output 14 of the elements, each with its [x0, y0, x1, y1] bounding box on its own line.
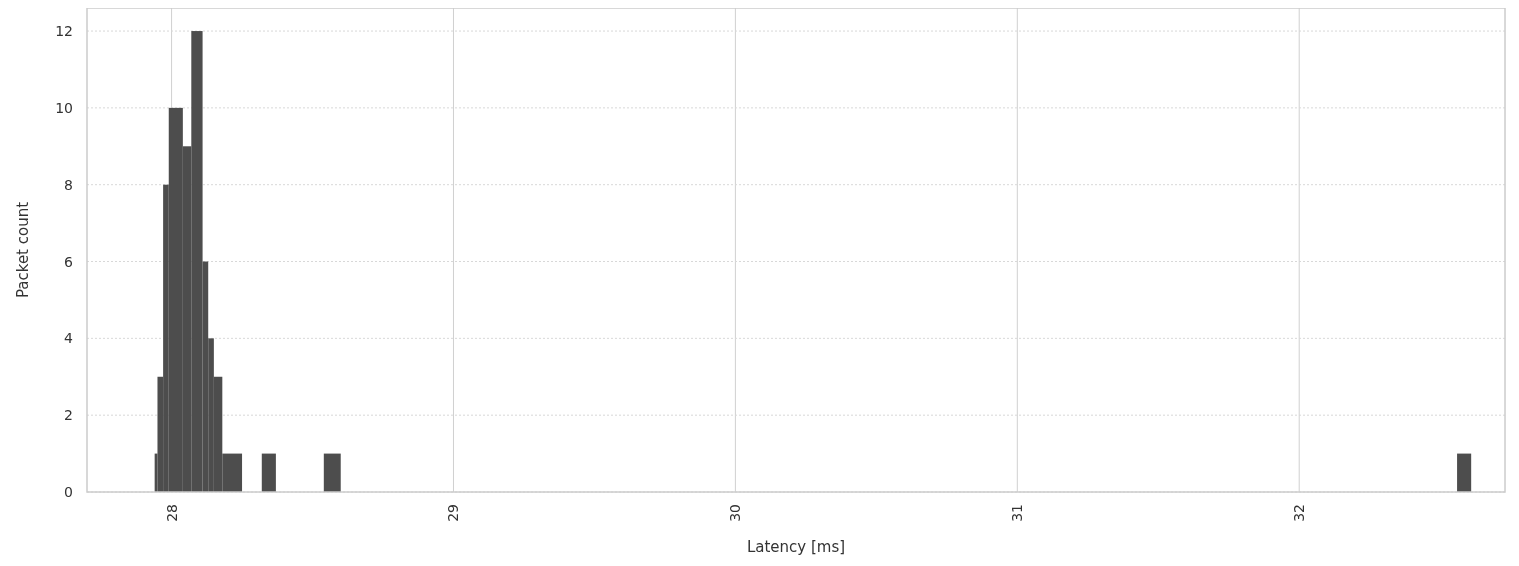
y-tick-label: 10 [55, 99, 73, 116]
y-tick-label: 2 [64, 407, 73, 424]
y-tick-label: 8 [64, 176, 73, 193]
x-tick-label: 28 [163, 504, 180, 522]
x-tick-label: 31 [1009, 504, 1026, 522]
y-tick-label: 4 [64, 330, 74, 347]
x-axis-title: Latency [ms] [746, 538, 846, 556]
y-tick-label: 0 [64, 484, 73, 500]
y-axis-title: Packet count [14, 201, 32, 299]
x-tick-label: 30 [727, 504, 744, 522]
x-tick-label: 29 [445, 504, 462, 522]
y-tick-label: 6 [64, 253, 74, 270]
y-tick-label: 12 [55, 23, 73, 40]
x-tick-label: 32 [1291, 504, 1308, 522]
